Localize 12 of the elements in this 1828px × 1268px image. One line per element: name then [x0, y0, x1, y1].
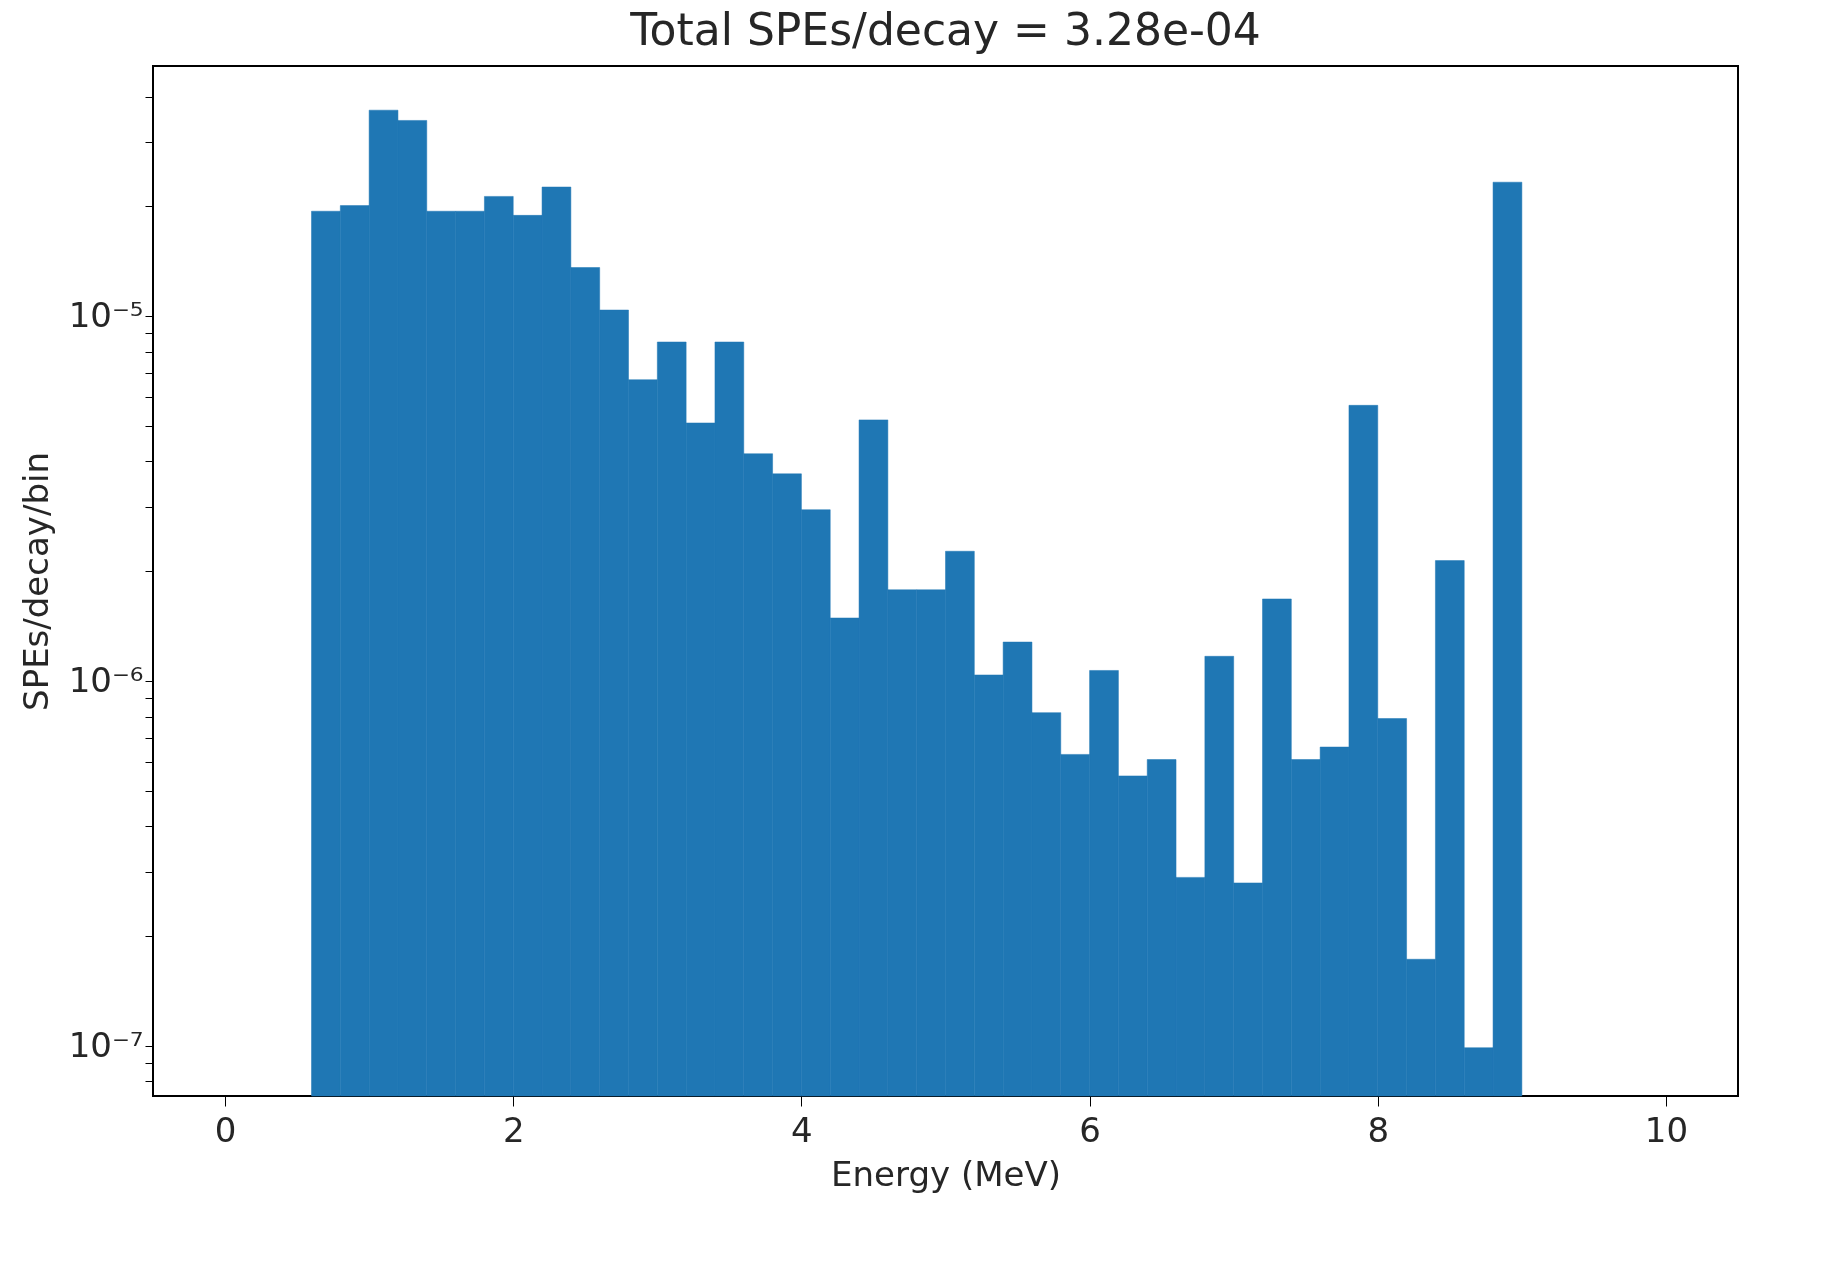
x-tick-label: 6 [1079, 1109, 1101, 1150]
x-tick-label: 8 [1367, 1109, 1390, 1150]
x-tick-label: 4 [791, 1109, 813, 1150]
x-tick-label: 10 [1644, 1109, 1689, 1150]
x-axis-title: Energy (MeV) [831, 1153, 1061, 1194]
y-axis-title: SPEs/decay/bin [15, 452, 56, 711]
y-tick-label: 10⁻⁶ [68, 659, 144, 700]
x-tick-label: 0 [214, 1109, 237, 1150]
chart-title: Total SPEs/decay = 3.28e-04 [629, 4, 1261, 55]
y-tick-label: 10⁻⁵ [68, 294, 144, 335]
y-tick-label: 10⁻⁷ [68, 1024, 144, 1065]
x-tick-label: 2 [502, 1109, 525, 1150]
